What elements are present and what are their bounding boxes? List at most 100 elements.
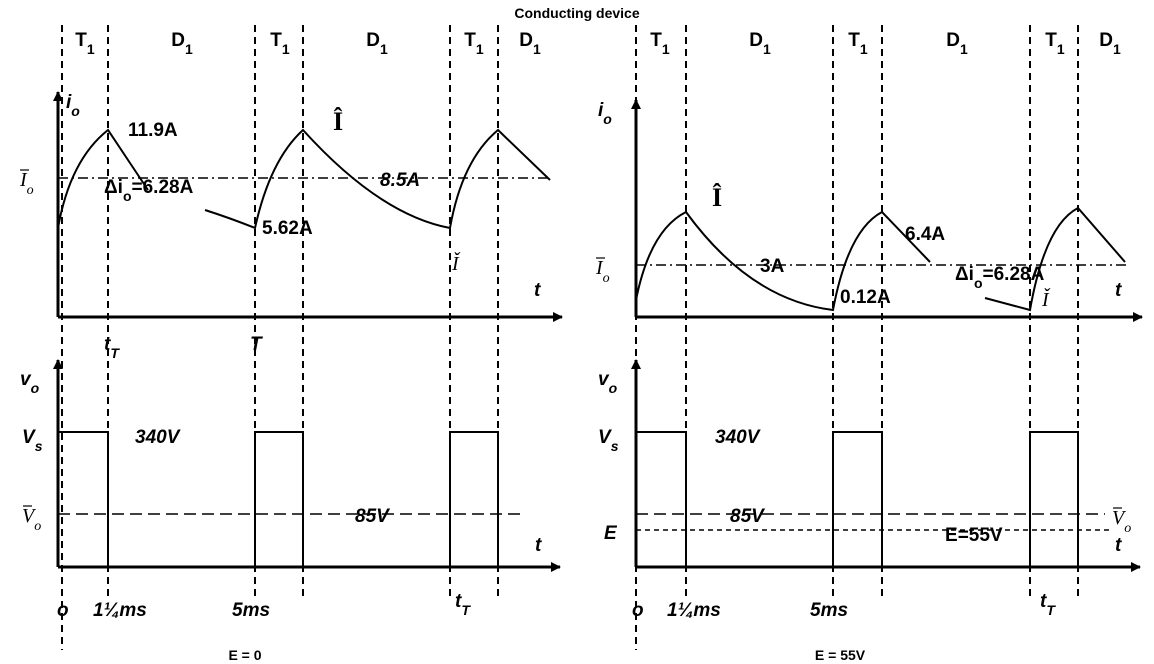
label: t	[1115, 535, 1122, 556]
label: D1	[946, 30, 968, 57]
label-part: 1	[185, 41, 193, 57]
label-part: E	[228, 647, 237, 663]
label-part: o	[123, 188, 132, 204]
label: tT	[1040, 591, 1056, 618]
label-part: = 55V	[824, 647, 866, 663]
label-part: T	[464, 30, 476, 51]
label-part: V	[1112, 507, 1127, 529]
label: T1	[1045, 30, 1065, 57]
label: Ǐ	[451, 251, 461, 275]
label: Ǐ	[1041, 287, 1051, 311]
label-part: D	[519, 30, 533, 51]
label: Vs	[598, 427, 619, 454]
label-part: o	[34, 519, 41, 534]
label-part: D	[366, 30, 380, 51]
label-part: 1	[533, 41, 541, 57]
label: 1¼ms	[93, 600, 147, 621]
label-part: D	[946, 30, 960, 51]
label: Δio=6.28A	[104, 177, 194, 204]
label: E = 0	[228, 647, 261, 663]
label-part: t	[104, 334, 111, 355]
label: E	[604, 523, 618, 544]
left-panel	[53, 25, 563, 650]
label: 85V	[355, 506, 390, 527]
label: T1	[464, 30, 484, 57]
label-part: 1	[763, 41, 771, 57]
current-wave	[57, 128, 551, 230]
label: Vo	[1112, 507, 1131, 536]
label-part: 1	[380, 41, 388, 57]
label: D1	[171, 30, 193, 57]
label-part: s	[35, 438, 43, 454]
label: 85V	[730, 506, 765, 527]
label-part: D	[171, 30, 185, 51]
label-part: 1	[860, 41, 868, 57]
label: Δio=6.28A	[955, 264, 1045, 291]
label: vo	[20, 369, 40, 396]
label-part: t	[455, 591, 462, 612]
label: o	[632, 600, 644, 621]
label: D1	[366, 30, 388, 57]
label: t	[535, 535, 542, 556]
label-part: T	[110, 345, 120, 361]
label-part: V	[22, 505, 37, 527]
label-part: =6.28A	[132, 177, 194, 198]
label: E = 55V	[815, 647, 866, 663]
label: 5ms	[810, 600, 848, 621]
label-part: 1	[1057, 41, 1065, 57]
label: D1	[519, 30, 541, 57]
label-part: i	[66, 92, 72, 113]
label-part: o	[603, 271, 610, 286]
label-part: o	[71, 103, 80, 119]
label: 11.9A	[128, 120, 178, 141]
label-part: 1	[1113, 41, 1121, 57]
label: 5ms	[232, 600, 270, 621]
voltage-wave	[58, 431, 499, 567]
label-part: o	[1124, 521, 1131, 536]
label-part: v	[20, 369, 32, 390]
label-part: I	[595, 257, 604, 279]
right-panel	[631, 25, 1143, 650]
label-part: Δi	[955, 264, 974, 285]
label-part: t	[1040, 591, 1047, 612]
label: D1	[749, 30, 771, 57]
label: T1	[270, 30, 290, 57]
current-wave	[635, 206, 1126, 312]
label: 340V	[135, 427, 181, 448]
label: Io	[19, 169, 34, 198]
label: 0.12A	[840, 287, 891, 308]
label-part: T	[1045, 30, 1057, 51]
label-part: 1	[282, 41, 290, 57]
label-part: =6.28A	[983, 264, 1045, 285]
label-part: E	[945, 525, 958, 546]
label-part: 1	[87, 41, 95, 57]
label-part: T	[75, 30, 87, 51]
label-part: V	[22, 427, 36, 448]
label-part: o	[27, 183, 34, 198]
label: 1¼ms	[667, 600, 721, 621]
label-part: Δi	[104, 177, 123, 198]
label: Î	[333, 107, 343, 136]
label-part: D	[1099, 30, 1113, 51]
label: 8.5A	[380, 170, 420, 191]
label: D1	[1099, 30, 1121, 57]
voltage-wave	[636, 431, 1079, 567]
label: T1	[75, 30, 95, 57]
label-part: v	[598, 369, 610, 390]
label-part: T	[461, 602, 471, 618]
label-part: T	[848, 30, 860, 51]
label-part: 1	[662, 41, 670, 57]
label: Conducting device	[514, 5, 639, 21]
label: T1	[848, 30, 868, 57]
label: 3A	[760, 256, 785, 277]
label: Î	[712, 183, 722, 212]
label-part: T	[1046, 602, 1056, 618]
label: E=55V	[945, 525, 1003, 546]
label: vo	[598, 369, 618, 396]
label: T	[250, 334, 263, 355]
label: Vs	[22, 427, 43, 454]
label-part: o	[974, 275, 983, 291]
label: T1	[650, 30, 670, 57]
label-part: T	[650, 30, 662, 51]
